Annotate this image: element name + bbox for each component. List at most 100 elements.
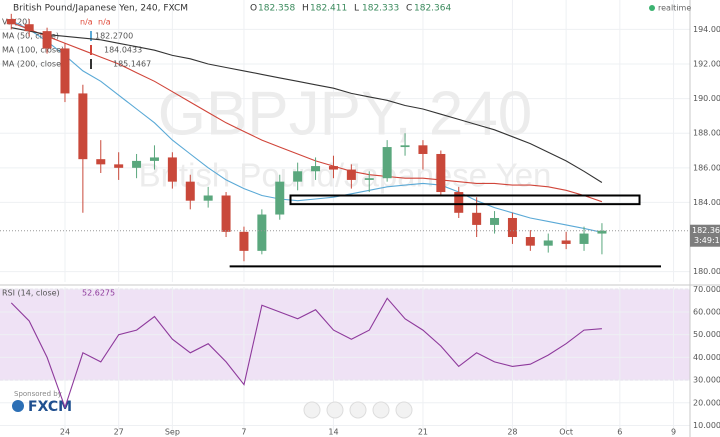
toolbar-button[interactable] [372,401,390,419]
candle-body [561,240,571,244]
candle-body [6,19,16,25]
y-tick-label: 60.0000 [693,307,720,316]
rsi-line [10,297,602,409]
candle-body [275,181,285,215]
toolbar[interactable] [303,401,413,419]
y-tick-label: 70.0000 [693,285,720,294]
countdown: 3:49:18 [694,236,720,245]
candle-body [221,195,231,232]
candle-body [96,159,106,165]
candle-body [579,233,589,244]
legend-value: 185.1467 [113,60,151,69]
candle-body [293,171,303,182]
y-tick-label: 30.0000 [693,376,720,385]
y-tick-label: 10.0000 [693,421,720,430]
candle-body [132,160,142,168]
legend-name: MA (200, close) [2,60,64,69]
candle-body [543,240,553,246]
candle-body [472,212,482,225]
toolbar-button[interactable] [349,401,367,419]
candle-body [203,195,213,201]
ohlc-value: 182.364 [414,4,451,14]
y-tick-label: 192.000 [693,60,720,69]
candle-body [167,157,177,182]
y-tick-label: 50.0000 [693,330,720,339]
ohlc-letter: O [250,4,257,14]
x-tick-label: 24 [60,428,70,437]
ohlc-letter: C [406,4,412,14]
watermark: GBPJPY, 240 [158,79,533,148]
x-tick-label: Sep [165,428,180,437]
y-tick-label: 184.000 [693,198,720,207]
ohlc-letter: L [354,4,359,14]
sponsor-text: Sponsored by [14,390,62,398]
y-tick-label: 190.000 [693,94,720,103]
realtime-label: realtime [658,4,691,13]
x-tick-label: 14 [328,428,338,437]
candle-body [490,217,500,225]
legend-swatch [90,31,92,41]
ohlc-value: 182.333 [362,4,399,14]
x-tick-label: 28 [507,428,517,437]
candle-body [525,237,535,246]
y-tick-label: 20.0000 [693,398,720,407]
candle-body [382,147,392,179]
ohlc-value: 182.411 [310,4,347,14]
legend-value: 182.2700 [95,32,133,41]
toolbar-button[interactable] [395,401,413,419]
candle-body [60,48,70,94]
toolbar-button[interactable] [326,401,344,419]
moving-average [11,21,603,203]
candle-body [311,166,321,172]
ohlc-value: 182.358 [258,4,295,14]
candle-body [42,31,52,49]
candle-body [78,93,88,160]
sponsor-logo [12,400,24,412]
realtime-dot [649,5,655,11]
candle-body [454,192,464,213]
candle-body [185,181,195,201]
moving-average [11,27,603,183]
last-price-label: 182.364 [692,226,720,235]
legend-swatch [90,59,92,69]
candle-body [418,145,428,154]
rsi-value: 52.6275 [82,289,115,298]
candle-body [239,231,249,251]
candle-body [364,178,374,180]
x-tick-label: 27 [114,428,124,437]
candle-body [436,153,446,193]
volume-value: n/a [80,18,93,27]
legend-name: MA (50, close) [2,32,59,41]
candle-body [24,24,34,32]
legend-swatch [90,45,92,55]
legend-name: MA (100, close) [2,46,64,55]
candle-body [507,217,517,238]
resistance-zone [289,194,641,206]
rsi-title: RSI (14, close) [2,289,60,298]
candle-body [346,169,356,180]
toolbar-button[interactable] [303,401,321,419]
x-tick-label: 7 [241,428,246,437]
x-tick-label: 6 [617,428,622,437]
candle-body [328,166,338,170]
legend-value: 184.0433 [104,46,142,55]
x-tick-label: Oct [559,428,573,437]
volume-value: n/a [98,18,111,27]
watermark-subtitle: British Pound/Japanese Yen [139,157,552,194]
candle-body [114,164,124,168]
last-price-box [690,224,720,247]
ohlc-letter: H [302,4,309,14]
volume-label: Vol(20) [2,18,30,27]
x-tick-label: 21 [418,428,428,437]
y-tick-label: 194.000 [693,25,720,34]
y-tick-label: 180.000 [693,267,720,276]
moving-average [11,20,603,233]
chart-title: British Pound/Japanese Yen, 240, FXCM [13,4,188,14]
y-tick-label: 188.000 [693,129,720,138]
candle-body [597,230,607,234]
candle-body [149,157,159,161]
candle-body [400,145,410,148]
sponsor-brand[interactable]: FXCM [28,399,72,415]
y-tick-label: 186.000 [693,163,720,172]
